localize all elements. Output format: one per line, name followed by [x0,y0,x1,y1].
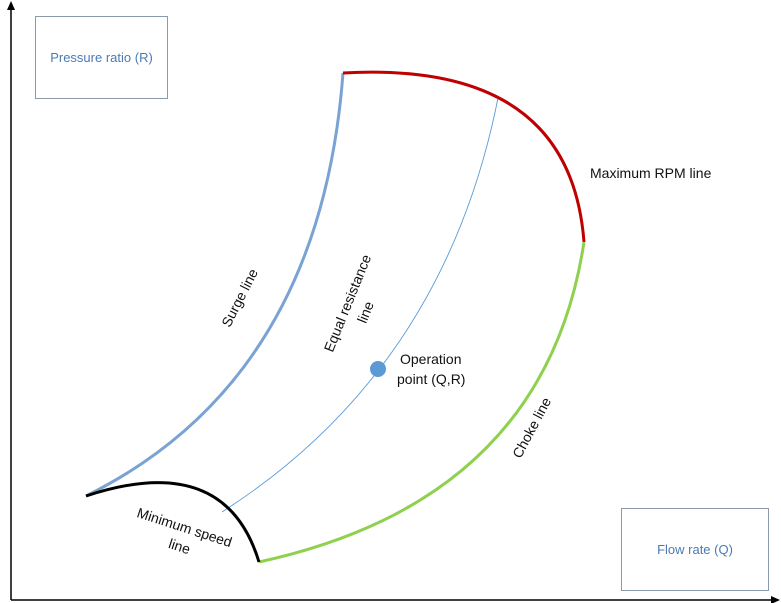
surge-line-label: Surge line [218,266,261,330]
equal-resistance-line [221,97,499,513]
y-axis-arrow-icon [7,1,15,10]
y-axis-label-box: Pressure ratio (R) [35,16,168,99]
maximum-rpm-line [342,70,586,243]
x-axis-label-box: Flow rate (Q) [621,508,769,591]
operation-point-label-line2: point (Q,R) [397,371,465,387]
surge-line [85,72,345,498]
minimum-speed-line [85,481,261,563]
x-axis-label: Flow rate (Q) [657,542,733,557]
y-axis [7,1,15,600]
equal-resistance-label-line2: line [354,299,377,325]
y-axis-label: Pressure ratio (R) [50,50,153,65]
operation-point-label-line1: Operation [400,351,461,367]
choke-line-label: Choke line [509,395,554,461]
maximum-rpm-label: Maximum RPM line [590,165,712,181]
x-axis [11,596,780,603]
x-axis-arrow-icon [771,596,780,603]
choke-line [258,241,586,564]
operation-point-marker [370,361,386,377]
minimum-speed-label-line2: line [167,535,193,557]
